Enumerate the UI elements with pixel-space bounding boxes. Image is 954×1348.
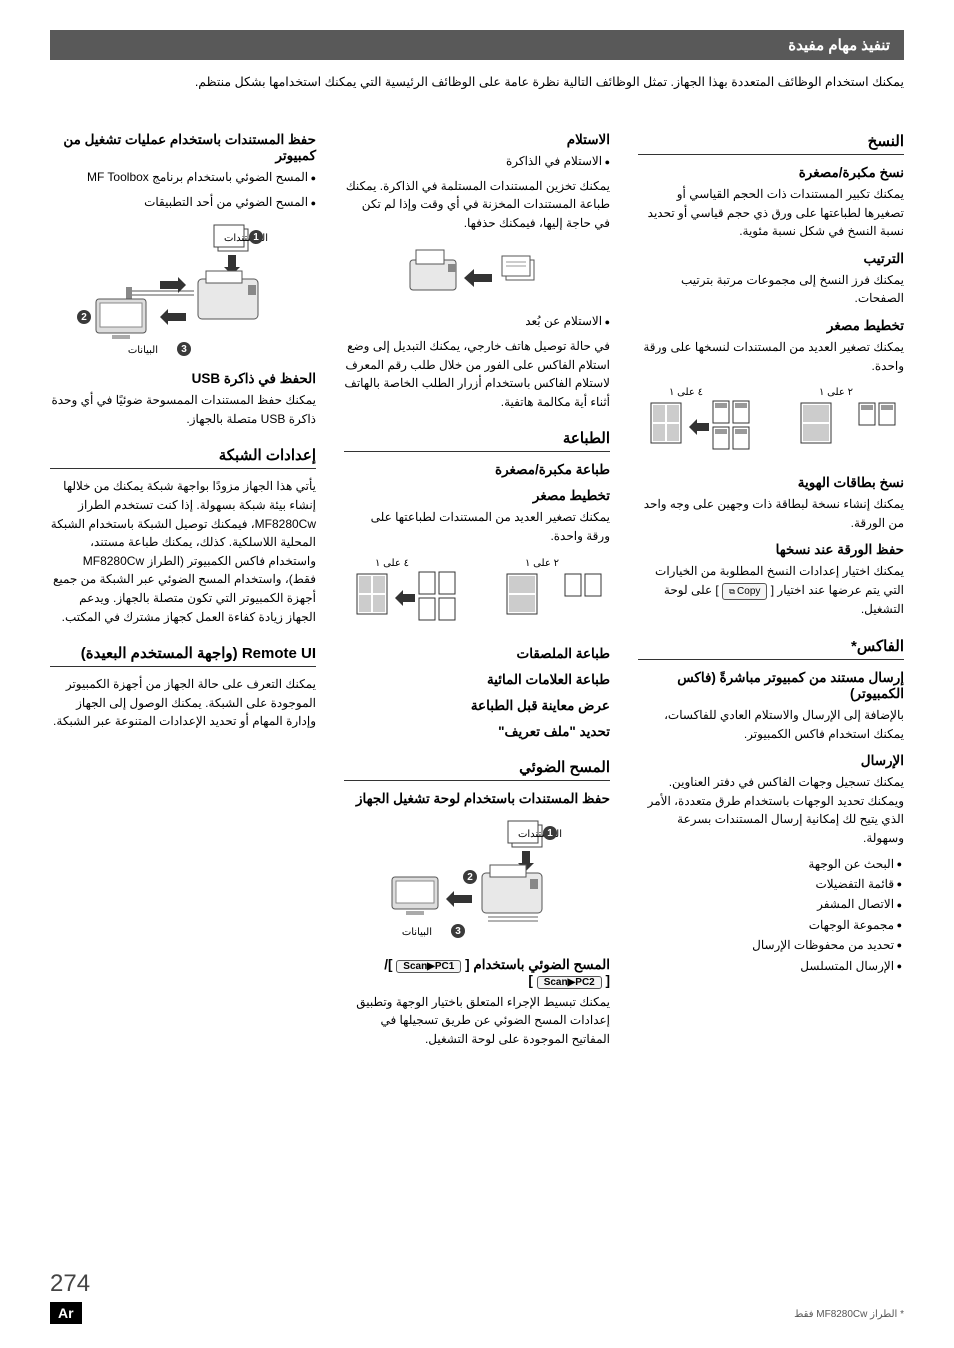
print-reduced-p: يمكنك تصغير العديد من المستندات لطباعتها… (344, 508, 610, 545)
receive-mem: الاستلام في الذاكرة (344, 152, 610, 171)
svg-text:2: 2 (467, 872, 473, 883)
profile-h: تحديد "ملف تعريف" (344, 724, 610, 740)
print-layout-diagram: ٤ على ١ ٢ على ١ (347, 556, 607, 636)
idcard-h: نسخ بطاقات الهوية (638, 475, 904, 491)
savepaper-h: حفظ الورقة عند نسخها (638, 542, 904, 558)
send-item: مجموعة الوجهات (638, 915, 902, 935)
remoteui-p: يمكنك التعرف على حالة الجهاز من أجهزة ال… (50, 675, 316, 731)
network-heading: إعدادات الشبكة (50, 446, 316, 469)
copy-reduced-h: تخطيط مصغر (638, 318, 904, 334)
copy-enlarge-p: يمكنك تكبير المستندات ذات الحجم القياسي … (638, 185, 904, 241)
receive-remote-p: في حالة توصيل هاتف خارجي، يمكنك التبديل … (344, 337, 610, 411)
page-number: 274 (50, 1270, 90, 1298)
remoteui-heading: Remote UI (واجهة المستخدم البعيدة) (50, 644, 316, 667)
column-2: الاستلام الاستلام في الذاكرة يمكنك تخزين… (344, 114, 610, 1054)
scan-heading: المسح الضوئي (344, 758, 610, 781)
svg-text:2: 2 (81, 312, 87, 323)
receive-h: الاستلام (344, 132, 610, 148)
language-badge: Ar (50, 1302, 82, 1324)
usb-p: يمكنك حفظ المستندات الممسوحة ضوئيًا في أ… (50, 391, 316, 428)
scanpc1-key-icon: Scan▶PC1 (396, 960, 461, 973)
send-item: الإرسال المتسلسل (638, 956, 902, 976)
label-2on1: ٢ على ١ (819, 387, 853, 398)
print-heading: الطباعة (344, 429, 610, 452)
print-reduced-h: تخطيط مصغر (344, 488, 610, 504)
receive-remote: الاستلام عن بُعد (344, 312, 610, 331)
svg-text:1: 1 (253, 232, 259, 243)
receive-mem-p: يمكنك تخزين المستندات المستلمة في الذاكر… (344, 177, 610, 233)
savepaper-p: يمكنك اختيار إعدادات النسخ المطلوبة من ا… (638, 562, 904, 619)
poster-h: طباعة الملصقات (344, 646, 610, 662)
network-p: يأتي هذا الجهاز مزودًا بواجهة شبكة يمكنك… (50, 477, 316, 626)
savepc-h: حفظ المستندات باستخدام عمليات تشغيل من ك… (50, 132, 316, 164)
scanpc-p: يمكنك تبسيط الإجراء المتعلق باختيار الوج… (344, 993, 610, 1049)
copy-heading: النسخ (638, 132, 904, 155)
page-header: تنفيذ مهام مفيدة (50, 30, 904, 60)
send-h: الإرسال (638, 753, 904, 769)
layout-diagram: ٤ على ١ ٢ على ١ (641, 385, 901, 465)
svg-text:1: 1 (547, 828, 553, 839)
copy-enlarge-h: نسخ مكبرة/مصغرة (638, 165, 904, 181)
send-item: تحديد من محفوظات الإرسال (638, 935, 902, 955)
print-label-4on1: ٤ على ١ (375, 558, 409, 569)
label-4on1: ٤ على ١ (669, 387, 703, 398)
footnote: * الطراز MF8280Cw فقط (794, 1309, 904, 1320)
intro-text: يمكنك استخدام الوظائف المتعددة بهذا الجه… (50, 72, 904, 92)
pcfax-p: بالإضافة إلى الإرسال والاستلام العادي لل… (638, 706, 904, 743)
print-label-2on1: ٢ على ١ (525, 558, 559, 569)
usb-h: الحفظ في ذاكرة USB (50, 371, 316, 387)
copy-key-icon: ⧉ Copy (722, 583, 767, 601)
print-enlarge-h: طباعة مكبرة/مصغرة (344, 462, 610, 478)
idcard-p: يمكنك إنشاء نسخة لبطاقة ذات وجهين على وج… (638, 495, 904, 532)
copy-reduced-p: يمكنك تصغير العديد من المستندات لنسخها ع… (638, 338, 904, 375)
copy-collate-h: الترتيب (638, 251, 904, 267)
preview-h: عرض معاينة قبل الطباعة (344, 698, 610, 714)
scanpc2-key-icon: Scan▶PC2 (537, 976, 602, 989)
send-item: قائمة التفضيلات (638, 874, 902, 894)
column-1: النسخ نسخ مكبرة/مصغرة يمكنك تكبير المستن… (638, 114, 904, 1054)
fax-receive-diagram (402, 242, 552, 302)
pcfax-h: إرسال مستند من كمبيوتر مباشرةً (فاكس الك… (638, 670, 904, 702)
svg-text:3: 3 (181, 344, 187, 355)
scan-flow-diagram: المستندات 1 2 البيانات 3 (362, 817, 592, 947)
savepc-b2: المسح الضوئي من أحد التطبيقات (50, 193, 316, 212)
pc-data-label: البيانات (128, 345, 158, 356)
send-item: الاتصال المشفر (638, 894, 902, 914)
copy-collate-p: يمكنك فرز النسخ إلى مجموعات مرتبة بترتيب… (638, 271, 904, 308)
send-list: البحث عن الوجهة قائمة التفضيلات الاتصال … (638, 854, 902, 976)
column-3: حفظ المستندات باستخدام عمليات تشغيل من ك… (50, 114, 316, 1054)
scanpc-h: المسح الضوئي باستخدام [ Scan▶PC1 ]/ [ Sc… (344, 957, 610, 989)
savepc-b1: المسح الضوئي باستخدام برنامج MF Toolbox (50, 168, 316, 187)
svg-text:3: 3 (455, 926, 461, 937)
pc-scan-diagram: المستندات 1 2 (68, 221, 298, 361)
send-item: البحث عن الوجهة (638, 854, 902, 874)
send-p: يمكنك تسجيل وجهات الفاكس في دفتر العناوي… (638, 773, 904, 847)
scan-data-label: البيانات (402, 927, 432, 938)
scan-panel-h: حفظ المستندات باستخدام لوحة تشغيل الجهاز (344, 791, 610, 807)
watermark-h: طباعة العلامات المائية (344, 672, 610, 688)
fax-heading: الفاكس* (638, 637, 904, 660)
